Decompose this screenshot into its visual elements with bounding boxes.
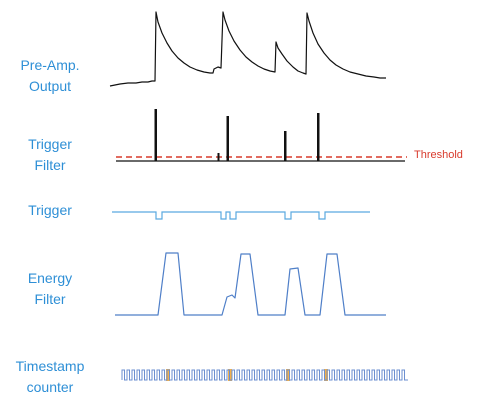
trigger-filter-spike	[317, 113, 320, 161]
trigger-filter-trace	[116, 109, 405, 162]
trigger-filter-spike	[226, 116, 229, 161]
trigger-label: Trigger	[28, 202, 72, 218]
energy-filter-label: Energy Filter	[27, 270, 73, 307]
energy-filter-trace	[115, 252, 386, 316]
timestamp-mark	[166, 369, 170, 381]
trigger-filter-spike	[154, 109, 157, 161]
timestamp-mark	[324, 369, 328, 381]
trigger-filter-label: Trigger Filter	[28, 136, 72, 173]
trigger-filter-spike	[217, 153, 220, 161]
preamp-output-label: Pre-Amp. Output	[20, 57, 80, 94]
trigger-trace	[112, 211, 370, 220]
timestamp-mark	[286, 369, 290, 381]
preamp-output-trace	[109, 11, 386, 87]
threshold-label: Threshold	[414, 149, 463, 161]
trigger-filter-spike	[284, 131, 287, 161]
timestamp-counter-trace	[121, 369, 408, 381]
timestamp-counter-label: Timestamp counter	[15, 358, 85, 395]
